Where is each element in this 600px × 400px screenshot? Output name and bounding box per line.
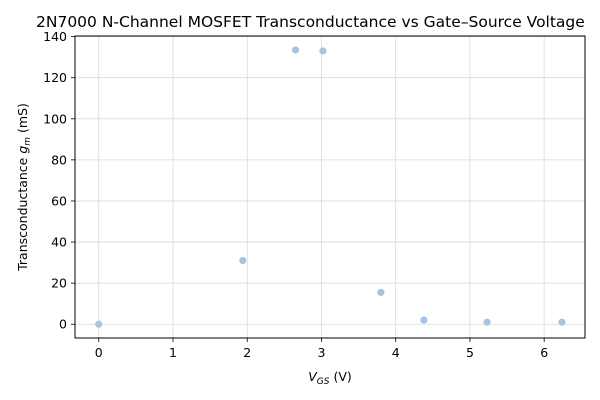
y-tick-label: 60: [51, 193, 67, 208]
chart-title: 2N7000 N-Channel MOSFET Transconductance…: [36, 13, 585, 31]
scatter-point: [377, 288, 385, 296]
plot-frame: [74, 35, 586, 339]
scatter-point: [319, 47, 327, 55]
scatter-point: [291, 46, 300, 54]
y-tick-label: 0: [59, 317, 67, 332]
grid: [75, 36, 585, 338]
y-tick-label: 140: [43, 29, 67, 44]
x-tick-label: 5: [466, 345, 474, 360]
data-points: [95, 46, 566, 328]
x-tick-label: 4: [392, 345, 400, 360]
x-tick-label: 2: [243, 345, 251, 360]
scatter-point: [483, 318, 491, 326]
y-tick-label: 120: [43, 70, 67, 85]
x-axis-label: VGS (V): [308, 369, 352, 387]
x-tick-label: 6: [540, 345, 548, 360]
y-tick-label: 40: [51, 235, 67, 250]
x-tick-label: 1: [169, 345, 177, 360]
x-tick-label: 3: [317, 345, 325, 360]
y-axis-label: Transconductance gm (mS): [15, 103, 33, 272]
x-tick-label: 0: [95, 345, 103, 360]
y-tick-label: 80: [51, 152, 67, 167]
scatter-point: [239, 256, 247, 265]
y-tick-label: 20: [51, 276, 67, 291]
scatter-point: [95, 320, 103, 328]
scatter-point: [558, 318, 566, 326]
scatter-point: [420, 316, 428, 324]
y-tick-label: 100: [43, 111, 67, 126]
